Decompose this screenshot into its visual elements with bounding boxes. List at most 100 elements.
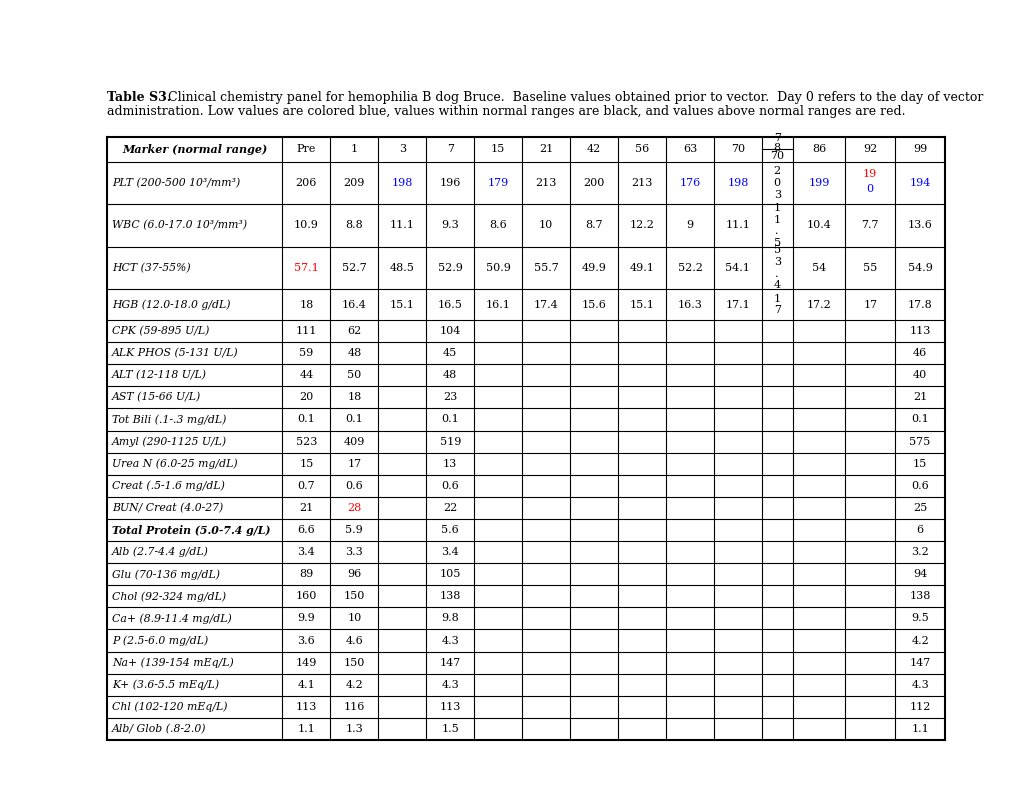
Text: 49.1: 49.1 bbox=[629, 263, 654, 273]
Text: Table S3.: Table S3. bbox=[107, 91, 171, 104]
Text: 1.1: 1.1 bbox=[910, 724, 928, 734]
Text: 56: 56 bbox=[634, 144, 648, 154]
Text: 3.2: 3.2 bbox=[910, 547, 928, 557]
Text: 7: 7 bbox=[446, 144, 453, 154]
Text: 3.6: 3.6 bbox=[298, 636, 315, 645]
Text: Na+ (139-154 mEq/L): Na+ (139-154 mEq/L) bbox=[112, 657, 233, 668]
Text: 113: 113 bbox=[909, 326, 930, 336]
Text: P (2.5-6.0 mg/dL): P (2.5-6.0 mg/dL) bbox=[112, 635, 208, 646]
Text: 15.1: 15.1 bbox=[389, 299, 415, 310]
Text: 0.7: 0.7 bbox=[298, 481, 315, 491]
Text: 11.1: 11.1 bbox=[389, 221, 415, 230]
Text: 8.8: 8.8 bbox=[345, 221, 363, 230]
Text: 4.1: 4.1 bbox=[298, 680, 315, 690]
Text: 55.7: 55.7 bbox=[533, 263, 558, 273]
Text: 4.3: 4.3 bbox=[441, 680, 459, 690]
Text: 519: 519 bbox=[439, 437, 461, 447]
Text: 42: 42 bbox=[586, 144, 600, 154]
Text: Clinical chemistry panel for hemophilia B dog Bruce.  Baseline values obtained p: Clinical chemistry panel for hemophilia … bbox=[164, 91, 982, 104]
Text: Creat (.5-1.6 mg/dL): Creat (.5-1.6 mg/dL) bbox=[112, 481, 224, 491]
Text: 54.1: 54.1 bbox=[725, 263, 750, 273]
Text: 17: 17 bbox=[862, 299, 876, 310]
Text: 92: 92 bbox=[862, 144, 876, 154]
Text: ALT (12-118 U/L): ALT (12-118 U/L) bbox=[112, 370, 207, 381]
Text: 46: 46 bbox=[912, 348, 926, 359]
Text: 0.6: 0.6 bbox=[910, 481, 928, 491]
Text: 113: 113 bbox=[296, 702, 317, 712]
Text: 116: 116 bbox=[343, 702, 365, 712]
Text: 22: 22 bbox=[442, 503, 457, 513]
Text: Marker (normal range): Marker (normal range) bbox=[122, 144, 267, 155]
Text: 9.5: 9.5 bbox=[910, 613, 928, 623]
Text: 105: 105 bbox=[439, 569, 461, 579]
Text: 6.6: 6.6 bbox=[298, 525, 315, 535]
Text: 4.3: 4.3 bbox=[441, 636, 459, 645]
Text: 6: 6 bbox=[916, 525, 923, 535]
Text: 28: 28 bbox=[346, 503, 361, 513]
Text: 15: 15 bbox=[912, 459, 926, 469]
Text: 9.9: 9.9 bbox=[298, 613, 315, 623]
Text: 2
0
3: 2 0 3 bbox=[772, 166, 780, 199]
Text: 1.5: 1.5 bbox=[441, 724, 459, 734]
Text: Tot Bili (.1-.3 mg/dL): Tot Bili (.1-.3 mg/dL) bbox=[112, 414, 226, 425]
Text: 21: 21 bbox=[299, 503, 313, 513]
Text: 23: 23 bbox=[442, 392, 457, 403]
Text: HCT (37-55%): HCT (37-55%) bbox=[112, 262, 191, 273]
Text: 44: 44 bbox=[299, 370, 313, 381]
Text: 4.6: 4.6 bbox=[345, 636, 363, 645]
Text: 52.9: 52.9 bbox=[437, 263, 463, 273]
Text: Urea N (6.0-25 mg/dL): Urea N (6.0-25 mg/dL) bbox=[112, 459, 237, 469]
Text: 0: 0 bbox=[866, 184, 873, 195]
Text: 45: 45 bbox=[442, 348, 457, 359]
Text: Chol (92-324 mg/dL): Chol (92-324 mg/dL) bbox=[112, 591, 226, 601]
Text: 86: 86 bbox=[811, 144, 825, 154]
Text: 7.7: 7.7 bbox=[861, 221, 878, 230]
Text: 5.6: 5.6 bbox=[441, 525, 459, 535]
Text: 198: 198 bbox=[727, 178, 748, 188]
Text: 20: 20 bbox=[299, 392, 313, 403]
Text: 12.2: 12.2 bbox=[629, 221, 654, 230]
Text: 206: 206 bbox=[296, 178, 317, 188]
Text: PLT (200-500 10³/mm³): PLT (200-500 10³/mm³) bbox=[112, 178, 240, 188]
Text: 160: 160 bbox=[296, 591, 317, 601]
Text: 1
1
.
5: 1 1 . 5 bbox=[772, 203, 780, 247]
Text: 575: 575 bbox=[909, 437, 929, 447]
Text: 147: 147 bbox=[909, 658, 929, 667]
Text: 50: 50 bbox=[346, 370, 361, 381]
Text: Alb (2.7-4.4 g/dL): Alb (2.7-4.4 g/dL) bbox=[112, 547, 209, 557]
Text: 48: 48 bbox=[442, 370, 457, 381]
Text: 15: 15 bbox=[299, 459, 313, 469]
Text: 7
8: 7 8 bbox=[772, 133, 780, 153]
Text: HGB (12.0-18.0 g/dL): HGB (12.0-18.0 g/dL) bbox=[112, 299, 230, 310]
Text: 0.6: 0.6 bbox=[441, 481, 459, 491]
Text: 17.1: 17.1 bbox=[725, 299, 750, 310]
Text: 9: 9 bbox=[686, 221, 693, 230]
Text: 40: 40 bbox=[912, 370, 926, 381]
Text: 149: 149 bbox=[296, 658, 317, 667]
Text: 70: 70 bbox=[731, 144, 744, 154]
Text: 9.8: 9.8 bbox=[441, 613, 459, 623]
Text: 96: 96 bbox=[346, 569, 361, 579]
Text: 10: 10 bbox=[538, 221, 552, 230]
Text: 200: 200 bbox=[583, 178, 604, 188]
Text: 16.5: 16.5 bbox=[437, 299, 463, 310]
Text: BUN/ Creat (4.0-27): BUN/ Creat (4.0-27) bbox=[112, 503, 223, 513]
Text: 15.6: 15.6 bbox=[581, 299, 606, 310]
Text: 50.9: 50.9 bbox=[485, 263, 511, 273]
Text: 59: 59 bbox=[299, 348, 313, 359]
Text: 54: 54 bbox=[811, 263, 825, 273]
Text: ALK PHOS (5-131 U/L): ALK PHOS (5-131 U/L) bbox=[112, 348, 238, 359]
Text: 3.4: 3.4 bbox=[298, 547, 315, 557]
Text: K+ (3.6-5.5 mEq/L): K+ (3.6-5.5 mEq/L) bbox=[112, 679, 219, 690]
Text: 150: 150 bbox=[343, 658, 365, 667]
Text: Total Protein (5.0-7.4 g/L): Total Protein (5.0-7.4 g/L) bbox=[112, 525, 270, 536]
Text: 111: 111 bbox=[296, 326, 317, 336]
Text: 104: 104 bbox=[439, 326, 461, 336]
Text: 199: 199 bbox=[807, 178, 828, 188]
Text: 70: 70 bbox=[769, 151, 784, 161]
Text: 17: 17 bbox=[347, 459, 361, 469]
Text: 17.2: 17.2 bbox=[806, 299, 830, 310]
Text: 3.3: 3.3 bbox=[345, 547, 363, 557]
Text: 57.1: 57.1 bbox=[293, 263, 319, 273]
Text: Ca+ (8.9-11.4 mg/dL): Ca+ (8.9-11.4 mg/dL) bbox=[112, 613, 231, 624]
